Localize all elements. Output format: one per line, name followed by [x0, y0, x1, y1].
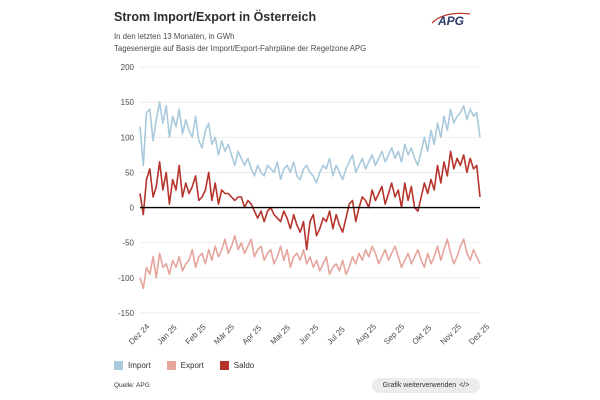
chart-legend: Import Export Saldo [114, 361, 254, 370]
share-button-label: Grafik weiterverwenden [382, 382, 457, 389]
chart-title: Strom Import/Export in Österreich [114, 10, 317, 24]
x-tick-label: Dez 25 [467, 322, 492, 347]
share-chart-button[interactable]: Grafik weiterverwenden </> [372, 378, 480, 393]
x-tick-label: Jul 25 [325, 325, 347, 347]
x-tick-label: Mär 25 [212, 322, 236, 346]
x-tick-label: Feb 25 [184, 322, 208, 346]
x-tick-label: Apr 25 [240, 323, 263, 346]
x-tick-label: Jun 25 [297, 323, 321, 347]
logo-swoosh-icon [431, 12, 471, 24]
chart-subtitle-period: In den letzten 13 Monaten, in GWh [114, 32, 235, 41]
code-brackets-icon: </> [459, 382, 470, 389]
series-line-export [139, 234, 481, 290]
legend-item-export[interactable]: Export [166, 361, 204, 370]
y-tick-label: -50 [122, 239, 134, 248]
legend-swatch-import [114, 361, 123, 370]
legend-item-import[interactable]: Import [114, 361, 151, 370]
apg-logo[interactable]: APG [430, 8, 478, 28]
y-tick-label: 0 [130, 204, 135, 213]
x-tick-label: Nov 25 [439, 322, 464, 347]
x-tick-label: Mai 25 [269, 323, 293, 347]
y-tick-label: -100 [118, 274, 135, 283]
legend-swatch-saldo [219, 361, 229, 370]
legend-label-export: Export [180, 361, 204, 370]
legend-label-import: Import [128, 361, 151, 370]
series-line-saldo [139, 150, 481, 251]
x-tick-label: Sep 25 [382, 322, 407, 347]
legend-label-saldo: Saldo [233, 361, 255, 370]
chart-series [139, 101, 481, 290]
logo-text: APG [437, 14, 464, 28]
x-axis-ticks: Dez 24 Jan 25 Feb 25 Mär 25 Apr 25 Mai 25 Jun … [127, 322, 492, 347]
y-tick-label: -150 [118, 309, 135, 318]
y-tick-label: 200 [121, 63, 135, 72]
source-label: Quelle: APG [114, 382, 150, 389]
y-tick-label: 50 [125, 168, 134, 177]
y-tick-label: 150 [121, 98, 135, 107]
legend-swatch-export [166, 361, 176, 370]
x-tick-label: Dez 24 [127, 322, 152, 347]
y-tick-label: 100 [121, 133, 135, 142]
chart-subtitle-description: Tagesenergie auf Basis der Import/Export… [114, 44, 367, 53]
x-tick-label: Jan 25 [155, 323, 179, 347]
series-line-import [139, 101, 481, 184]
y-axis-ticks: 200 150 100 50 0 -50 -100 -150 [118, 63, 135, 318]
x-tick-label: Aug 25 [354, 322, 379, 347]
x-tick-label: Okt 25 [410, 323, 433, 346]
legend-item-saldo[interactable]: Saldo [219, 361, 255, 370]
